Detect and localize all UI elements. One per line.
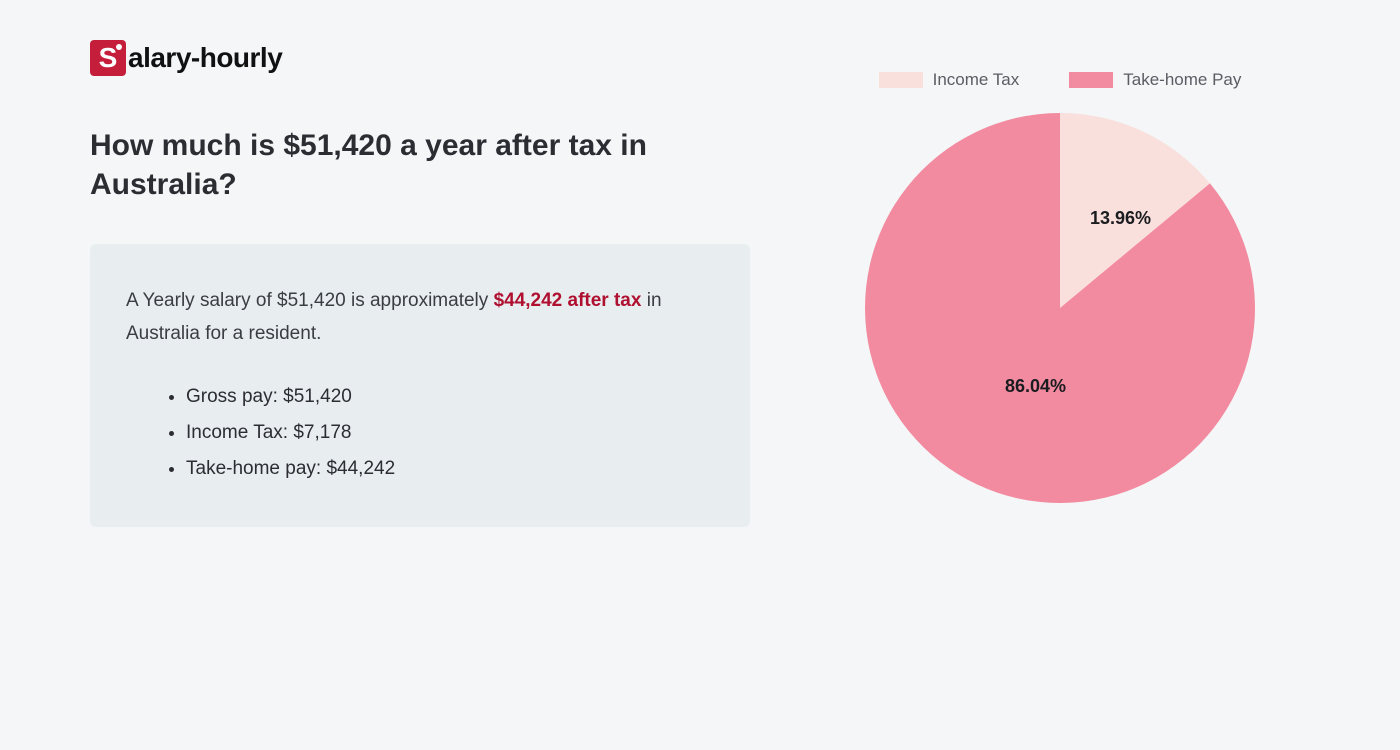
chart-legend: Income Tax Take-home Pay <box>879 70 1242 90</box>
summary-box: A Yearly salary of $51,420 is approximat… <box>90 244 750 527</box>
legend-item-take-home: Take-home Pay <box>1069 70 1241 90</box>
left-column: S alary-hourly How much is $51,420 a yea… <box>90 40 750 527</box>
pie-slice-label-take-home: 86.04% <box>1005 376 1066 397</box>
page-container: S alary-hourly How much is $51,420 a yea… <box>0 0 1400 567</box>
legend-swatch-icon <box>879 72 923 88</box>
list-item: Income Tax: $7,178 <box>186 415 714 451</box>
summary-paragraph: A Yearly salary of $51,420 is approximat… <box>126 284 714 351</box>
logo-text: alary-hourly <box>128 42 282 74</box>
logo-dot-icon <box>116 44 122 50</box>
pie-chart: 13.96% 86.04% <box>860 108 1260 508</box>
summary-list: Gross pay: $51,420 Income Tax: $7,178 Ta… <box>126 379 714 487</box>
legend-swatch-icon <box>1069 72 1113 88</box>
summary-highlight: $44,242 after tax <box>494 290 642 311</box>
logo-badge-letter: S <box>99 42 118 74</box>
pie-slice-label-income-tax: 13.96% <box>1090 208 1151 229</box>
page-title: How much is $51,420 a year after tax in … <box>90 126 750 204</box>
pie-svg <box>860 108 1260 508</box>
legend-label: Take-home Pay <box>1123 70 1241 90</box>
legend-item-income-tax: Income Tax <box>879 70 1020 90</box>
site-logo: S alary-hourly <box>90 40 750 76</box>
right-column: Income Tax Take-home Pay 13.96% 86.04% <box>810 40 1310 527</box>
list-item: Gross pay: $51,420 <box>186 379 714 415</box>
legend-label: Income Tax <box>933 70 1020 90</box>
summary-pre-text: A Yearly salary of $51,420 is approximat… <box>126 290 494 311</box>
logo-badge-icon: S <box>90 40 126 76</box>
list-item: Take-home pay: $44,242 <box>186 451 714 487</box>
